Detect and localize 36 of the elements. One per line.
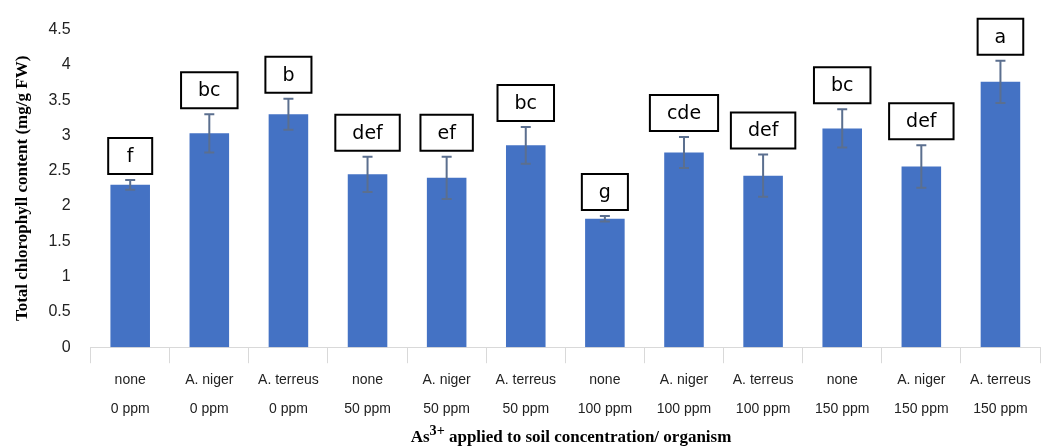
data-label: g: [598, 179, 611, 202]
data-label: b: [282, 62, 295, 85]
data-label: bc: [830, 73, 854, 96]
y-tick-label: 0: [61, 337, 71, 355]
x-axis-title: As$^{3+}$ applied to soil concentration/ organism: [409, 421, 733, 447]
y-tick-label: 2.5: [48, 161, 71, 179]
y-tick-label: 3: [61, 125, 71, 143]
y-tick-label: 1.5: [48, 231, 71, 249]
data-label: ef: [437, 120, 458, 143]
data-label: cde: [666, 100, 702, 123]
data-label: f: [126, 143, 135, 166]
data-label: def: [906, 109, 938, 132]
x-tick-label: none 0 ppm: [110, 370, 150, 417]
x-tick-label: A. niger 0 ppm: [185, 370, 234, 417]
y-tick-label: 1: [61, 267, 71, 285]
y-tick-label: 3.5: [48, 90, 71, 108]
x-tick-label: A. terreus 50 ppm: [495, 370, 557, 417]
x-tick-label: none 50 ppm: [344, 370, 391, 417]
data-label: bc: [514, 90, 538, 113]
x-tick-label: A. terreus 0 ppm: [258, 370, 319, 417]
x-tick-label: A. niger 100 ppm: [656, 370, 712, 417]
data-label: a: [994, 24, 1007, 47]
x-tick-label: A. niger 150 ppm: [894, 370, 949, 417]
y-tick-label: 2: [61, 196, 71, 214]
y-axis-title: Total chlorophyll content (mg/g FW): [11, 55, 31, 322]
x-tick-label: A. niger 50 ppm: [422, 370, 472, 417]
data-label: def: [352, 120, 385, 143]
y-tick-label: 4: [61, 55, 71, 73]
data-label: bc: [198, 78, 221, 101]
y-tick-label: 0.5: [48, 302, 71, 320]
data-label: def: [747, 118, 780, 141]
x-tick-label: A. terreus 100 ppm: [732, 370, 794, 417]
x-tick-label: none 100 ppm: [577, 370, 633, 417]
x-tick-label: A. terreus 150 ppm: [970, 370, 1031, 417]
x-tick-label: none 150 ppm: [814, 370, 870, 417]
y-tick-label: 4.5: [48, 20, 71, 38]
